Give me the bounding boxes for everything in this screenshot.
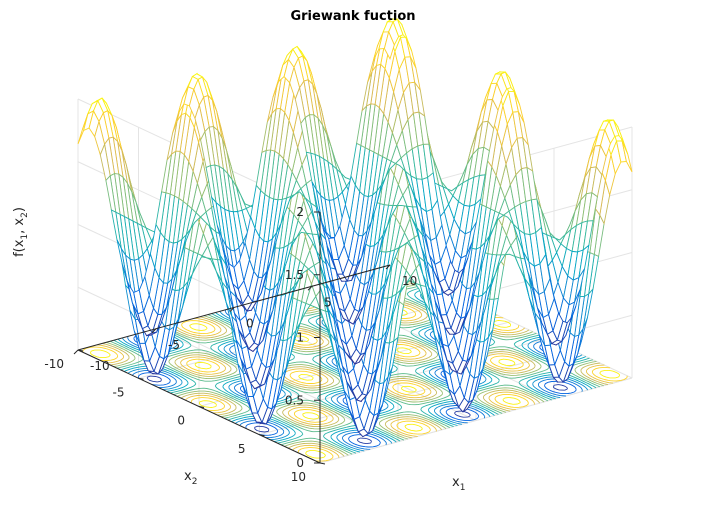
- y-tick: [259, 434, 265, 437]
- axes: [73, 211, 391, 465]
- y-tick-label: -10: [44, 357, 64, 371]
- x-tick-label: 5: [324, 295, 332, 309]
- y-tick: [77, 349, 84, 352]
- x-tick: [307, 285, 313, 291]
- y-tick-label: -5: [113, 385, 125, 399]
- x-tick: [385, 264, 391, 270]
- y-tick-label: 10: [291, 470, 306, 484]
- x-tick-label: -10: [90, 359, 110, 373]
- chart-title: Griewank fuction: [290, 9, 415, 24]
- x-tick: [73, 349, 79, 355]
- x-axis-label: x1: [452, 475, 465, 493]
- x-tick-label: -5: [168, 338, 180, 352]
- y-tick-label: 5: [238, 442, 246, 456]
- y-tick: [198, 406, 205, 408]
- z-tick-label: 0: [296, 456, 304, 470]
- z-tick-label: 2: [296, 205, 304, 219]
- y-tick: [319, 462, 326, 465]
- x-tick: [151, 328, 157, 334]
- z-tick-label: 1.5: [285, 268, 304, 282]
- y-tick-label: 0: [177, 414, 185, 428]
- z-tick-label: 0.5: [285, 393, 304, 407]
- y-tick: [138, 377, 144, 380]
- z-tick-label: 1: [296, 331, 304, 345]
- y-axis-label: x2: [184, 469, 197, 487]
- z-tick-labels: 0 0.5 1 1.5 2: [285, 205, 304, 470]
- x-tick-label: 10: [402, 274, 417, 288]
- grid-line: [319, 377, 633, 464]
- surface-cell: [383, 30, 395, 61]
- grid-line: [259, 349, 572, 436]
- x-tick: [229, 307, 235, 312]
- x-tick-label: 0: [246, 317, 254, 331]
- z-axis-label: f(x1, x2): [12, 207, 30, 257]
- surface-mesh: [77, 18, 633, 438]
- x-tick-labels: -10 -5 0 5 10: [90, 274, 417, 373]
